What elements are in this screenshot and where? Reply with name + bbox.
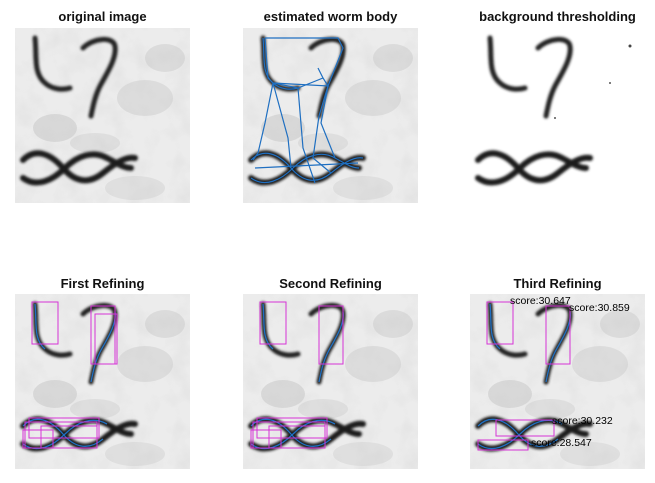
second-refining-image [243, 294, 418, 469]
panel-background-thresholding: background thresholding [470, 6, 645, 206]
estimated-worm-body-image [243, 28, 418, 203]
score-label: score:30.647 [510, 295, 571, 307]
panel-third-refining: Third Refining score:30.647 score:30.859… [470, 272, 645, 472]
bounding-boxes [477, 301, 571, 451]
bounding-boxes [22, 301, 118, 449]
panel-estimated-worm-body: estimated worm body [243, 6, 418, 206]
score-label: score:30.232 [552, 415, 613, 427]
panel-title: original image [58, 9, 147, 24]
panel-title: Third Refining [513, 276, 602, 291]
score-label: score:30.859 [569, 302, 630, 314]
panel-original-image: original image [15, 6, 190, 206]
panel-title: estimated worm body [263, 9, 398, 24]
third-refining-image: score:30.647 score:30.859 score:30.232 s… [470, 294, 645, 469]
panel-first-refining: First Refining [15, 272, 190, 472]
original-image [15, 28, 190, 203]
panel-title: background thresholding [479, 9, 636, 24]
skeleton-lines [250, 37, 364, 184]
background-thresholding-image [470, 28, 645, 203]
bounding-boxes [250, 301, 344, 449]
panel-second-refining: Second Refining [243, 272, 418, 472]
panel-title: Second Refining [279, 276, 382, 291]
first-refining-image [15, 294, 190, 469]
score-label: score:28.547 [531, 437, 592, 449]
panel-title: First Refining [60, 276, 145, 291]
